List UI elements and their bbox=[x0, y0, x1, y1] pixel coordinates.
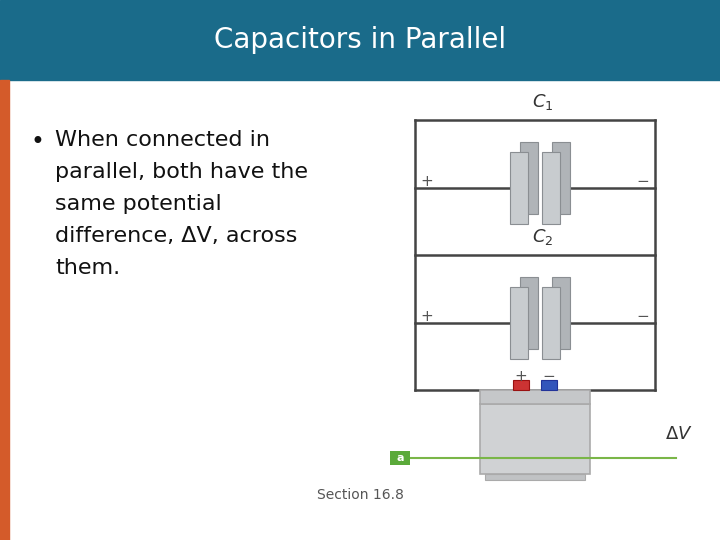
Text: $\Delta V$: $\Delta V$ bbox=[665, 425, 693, 443]
Bar bbox=[390, 451, 410, 465]
Polygon shape bbox=[520, 276, 538, 348]
Bar bbox=[0, 80, 9, 540]
Text: $C_2$: $C_2$ bbox=[532, 227, 554, 247]
Text: Section 16.8: Section 16.8 bbox=[317, 488, 403, 502]
Polygon shape bbox=[480, 390, 590, 404]
Text: $C_1$: $C_1$ bbox=[532, 92, 554, 112]
Text: parallel, both have the: parallel, both have the bbox=[55, 162, 308, 182]
Text: difference, ΔV, across: difference, ΔV, across bbox=[55, 226, 297, 246]
Text: −: − bbox=[543, 369, 555, 384]
Text: −: − bbox=[636, 174, 649, 189]
Polygon shape bbox=[542, 152, 560, 224]
Text: −: − bbox=[636, 309, 649, 324]
Polygon shape bbox=[510, 287, 528, 359]
Text: them.: them. bbox=[55, 258, 120, 278]
Text: +: + bbox=[515, 369, 527, 384]
Text: •: • bbox=[30, 130, 44, 154]
Bar bbox=[513, 380, 529, 390]
Text: same potential: same potential bbox=[55, 194, 222, 214]
Text: a: a bbox=[396, 453, 404, 463]
Bar bbox=[480, 404, 590, 474]
Text: +: + bbox=[420, 174, 433, 189]
Text: Capacitors in Parallel: Capacitors in Parallel bbox=[214, 26, 506, 54]
Bar bbox=[0, 0, 720, 80]
Text: When connected in: When connected in bbox=[55, 130, 270, 150]
Polygon shape bbox=[552, 141, 570, 213]
Polygon shape bbox=[520, 141, 538, 213]
Text: +: + bbox=[420, 309, 433, 324]
Polygon shape bbox=[552, 276, 570, 348]
Bar bbox=[485, 474, 585, 480]
Polygon shape bbox=[510, 152, 528, 224]
Bar bbox=[541, 380, 557, 390]
Polygon shape bbox=[542, 287, 560, 359]
